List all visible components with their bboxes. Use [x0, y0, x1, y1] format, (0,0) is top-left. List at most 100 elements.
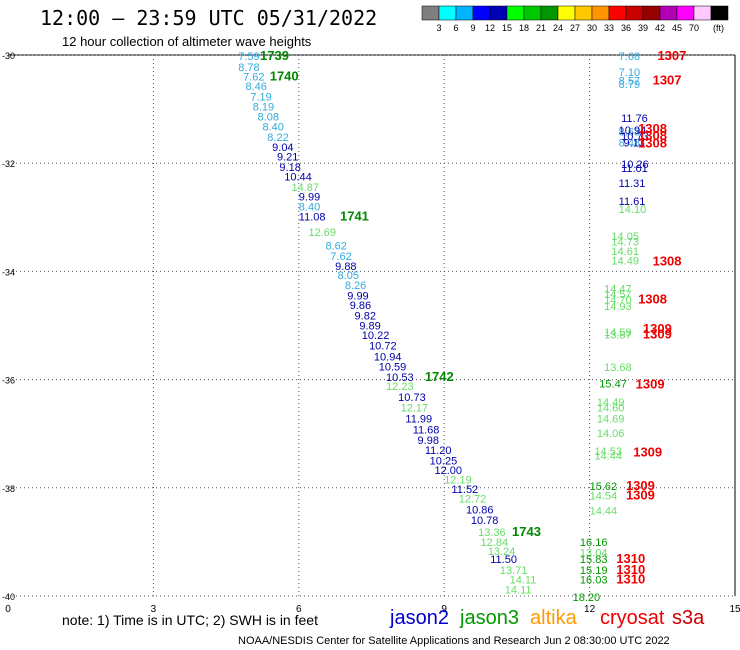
colorbar-label: 27: [570, 23, 580, 33]
data-label-jason3: 8.48: [619, 138, 640, 150]
colorbar-swatch: [489, 5, 508, 21]
data-label-jason2: 8.05: [338, 270, 359, 282]
colorbar-swatch: [438, 5, 457, 21]
data-label-jason2: 8.40: [262, 121, 283, 133]
colorbar-label: 30: [587, 23, 597, 33]
colorbar-swatch: [557, 5, 576, 21]
data-label-jason2: 10.86: [466, 504, 494, 516]
data-label-jason2: 8.40: [299, 201, 320, 213]
footer-source: NOAA/NESDIS Center for Satellite Applica…: [238, 635, 670, 647]
data-label-jason2: 8.08: [258, 112, 279, 124]
data-label-jason2: 9.98: [418, 435, 439, 447]
data-label-jason3: 14.59: [604, 327, 632, 339]
colorbar-swatch: [523, 5, 542, 21]
data-label-cryosat: 1310: [616, 572, 645, 587]
colorbar-swatch: [540, 5, 559, 21]
x-tick-label: 9: [441, 604, 447, 615]
data-label-jason3: 14.57: [604, 289, 632, 301]
data-label-jason3: 13.36: [478, 527, 506, 539]
data-label-jason2: 12.00: [435, 465, 463, 477]
data-label-cryosat: 1309: [643, 327, 672, 342]
data-label-jason3: 8.63: [619, 127, 640, 139]
data-label-jason3: 18.20: [573, 592, 601, 604]
data-label-jason2: 10.44: [284, 172, 312, 184]
x-tick-label: 0: [5, 604, 11, 615]
data-label-jason3: 12.17: [401, 403, 429, 415]
y-tick-label: -30: [2, 51, 15, 61]
colorbar-label: 9: [470, 23, 475, 33]
data-label-jason3: 14.11: [505, 584, 532, 596]
data-label-jason2: 9.21: [277, 152, 298, 164]
data-label-jason2: 10.53: [386, 372, 414, 384]
y-tick-label: -36: [2, 376, 15, 386]
data-label-jason3: 14.54: [590, 490, 618, 502]
data-label-jason3: 15.62: [590, 481, 618, 493]
colorbar-swatch: [625, 5, 644, 21]
colorbar-swatch: [455, 5, 474, 21]
colorbar-label: 21: [536, 23, 546, 33]
data-label-jason2: 10.73: [398, 392, 426, 404]
data-label-jason3: 11.31: [619, 178, 646, 190]
data-label-jason3: 12.72: [459, 494, 487, 506]
colorbar-label: 24: [553, 23, 563, 33]
data-label-jason2: 8.26: [345, 280, 366, 292]
data-label-jason3: 14.87: [292, 182, 320, 194]
data-label-jason2: 10.78: [471, 515, 499, 527]
data-label-jason2: 8.78: [238, 62, 259, 74]
legend-jason3: jason3: [460, 607, 519, 629]
colorbar-label: (ft): [713, 23, 724, 33]
data-label-cryosat: 1307: [653, 72, 682, 87]
data-label-cryosat: 1308: [638, 291, 667, 306]
data-label-jason2: 10.94: [374, 351, 402, 363]
data-label-jason3: 14.69: [597, 413, 625, 425]
data-label-cryosat: 1308: [638, 136, 667, 151]
data-label-jason3: 11.01: [621, 163, 648, 175]
data-label-jason2: 11.08: [299, 212, 326, 224]
colorbar-swatch: [642, 5, 661, 21]
data-label-jason2: 8.22: [267, 132, 288, 144]
data-label-jason3: 14.06: [597, 428, 625, 440]
data-label-pass-markers: 1740: [270, 69, 299, 84]
data-label-jason2: 9.04: [272, 142, 293, 154]
colorbar-label: 33: [604, 23, 614, 33]
data-label-jason3: 7.68: [619, 51, 640, 63]
data-label-jason2: 10.72: [369, 340, 397, 352]
data-label-jason3: 13.04: [580, 548, 608, 560]
y-tick-label: -38: [2, 484, 15, 494]
colorbar-label: 42: [655, 23, 665, 33]
colorbar-swatch: [693, 5, 712, 21]
page-title: 12:00 – 23:59 UTC 05/31/2022: [40, 6, 378, 30]
data-label-jason2: 10.25: [430, 456, 458, 468]
data-label-pass-markers: 1739: [260, 48, 289, 63]
data-label-jason2: 9.86: [350, 300, 371, 312]
data-label-jason3: 13.71: [500, 565, 528, 577]
x-tick-label: 12: [584, 604, 596, 615]
data-label-jason2: 8.62: [325, 240, 346, 252]
colorbar-label: 12: [485, 23, 495, 33]
colorbar-swatch: [506, 5, 525, 21]
colorbar-label: 18: [519, 23, 529, 33]
data-label-jason3: 8.57: [619, 75, 640, 87]
colorbar-label: 15: [502, 23, 512, 33]
colorbar-swatch: [608, 5, 627, 21]
data-label-jason2: 9.88: [335, 261, 356, 273]
colorbar-swatch: [676, 5, 695, 21]
colorbar-swatch: [591, 5, 610, 21]
colorbar-label: 3: [436, 23, 441, 33]
data-label-cryosat: 1309: [633, 445, 662, 460]
data-label-jason3: 14.60: [597, 403, 625, 415]
x-tick-label: 3: [151, 604, 157, 615]
colorbar-label: 70: [689, 23, 699, 33]
data-label-jason3: 14.61: [611, 246, 639, 258]
colorbar-label: 45: [672, 23, 682, 33]
data-label-jason2: 9.99: [299, 192, 320, 204]
data-label-jason3: 14.44: [594, 450, 622, 462]
data-label-jason2: 7.62: [330, 251, 351, 263]
data-label-jason3: 14.49: [597, 397, 625, 409]
data-label-cryosat: 1308: [638, 128, 667, 143]
data-label-jason2: 7.19: [250, 92, 271, 104]
data-label-cryosat: 1308: [653, 254, 682, 269]
data-label-jason3: 14.47: [604, 284, 632, 296]
data-label-jason3: 14.93: [604, 301, 632, 313]
